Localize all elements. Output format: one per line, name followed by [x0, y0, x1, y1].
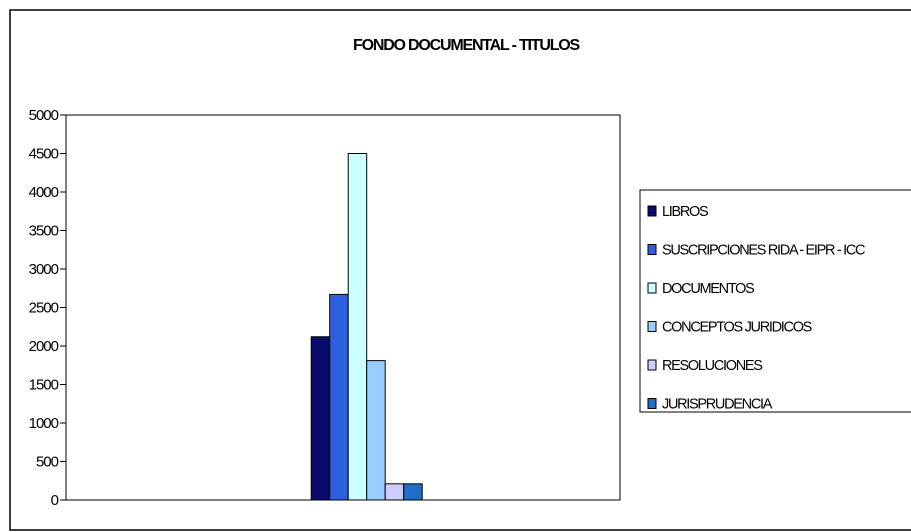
legend-swatch: [647, 321, 657, 332]
y-tick-label: 500: [36, 454, 59, 471]
y-tick-label: 3500: [29, 223, 59, 240]
bars: [310, 153, 423, 501]
legend-swatch: [647, 282, 657, 294]
bar-resoluciones: [384, 483, 405, 501]
y-axis: 0 500 1000 1500 2000 2500 3000 3500 4000 4500 5000: [29, 107, 66, 509]
y-tick-label: 4000: [29, 184, 59, 201]
bar-documentos: [347, 153, 368, 501]
y-tick-label: 1500: [29, 377, 59, 394]
bar-suscripciones-rida-eipr-icc: [329, 293, 349, 501]
chart-title: FONDO DOCUMENTAL - TITULOS: [353, 37, 580, 54]
y-tick-label: 2500: [29, 300, 59, 317]
legend-swatch: [647, 244, 657, 255]
legend-label: JURISPRUDENCIA: [662, 397, 773, 413]
legend-label: SUSCRIPCIONES RIDA - EIPR - ICC: [662, 243, 865, 259]
y-tick-label: 4500: [29, 146, 59, 163]
bar-conceptos-juridicos: [366, 360, 386, 501]
y-tick-label: 5000: [29, 107, 59, 124]
legend-label: LIBROS: [662, 204, 708, 220]
y-tick-label: 3000: [29, 261, 59, 278]
bar-jurisprudencia: [403, 483, 423, 501]
legend-entries: LIBROS SUSCRIPCIONES RIDA - EIPR - ICC DOC…: [647, 204, 866, 413]
legend-swatch: [647, 398, 657, 409]
legend: [639, 189, 911, 413]
y-tick-label: 0: [51, 492, 59, 509]
legend-swatch: [647, 205, 657, 217]
bar-libros: [310, 336, 331, 501]
legend-label: CONCEPTOS JURIDICOS: [662, 320, 812, 336]
legend-swatch: [647, 359, 657, 371]
legend-label: RESOLUCIONES: [662, 358, 762, 374]
legend-label: DOCUMENTOS: [662, 281, 754, 297]
y-tick-label: 2000: [29, 338, 59, 355]
y-tick-label: 1000: [29, 415, 59, 432]
